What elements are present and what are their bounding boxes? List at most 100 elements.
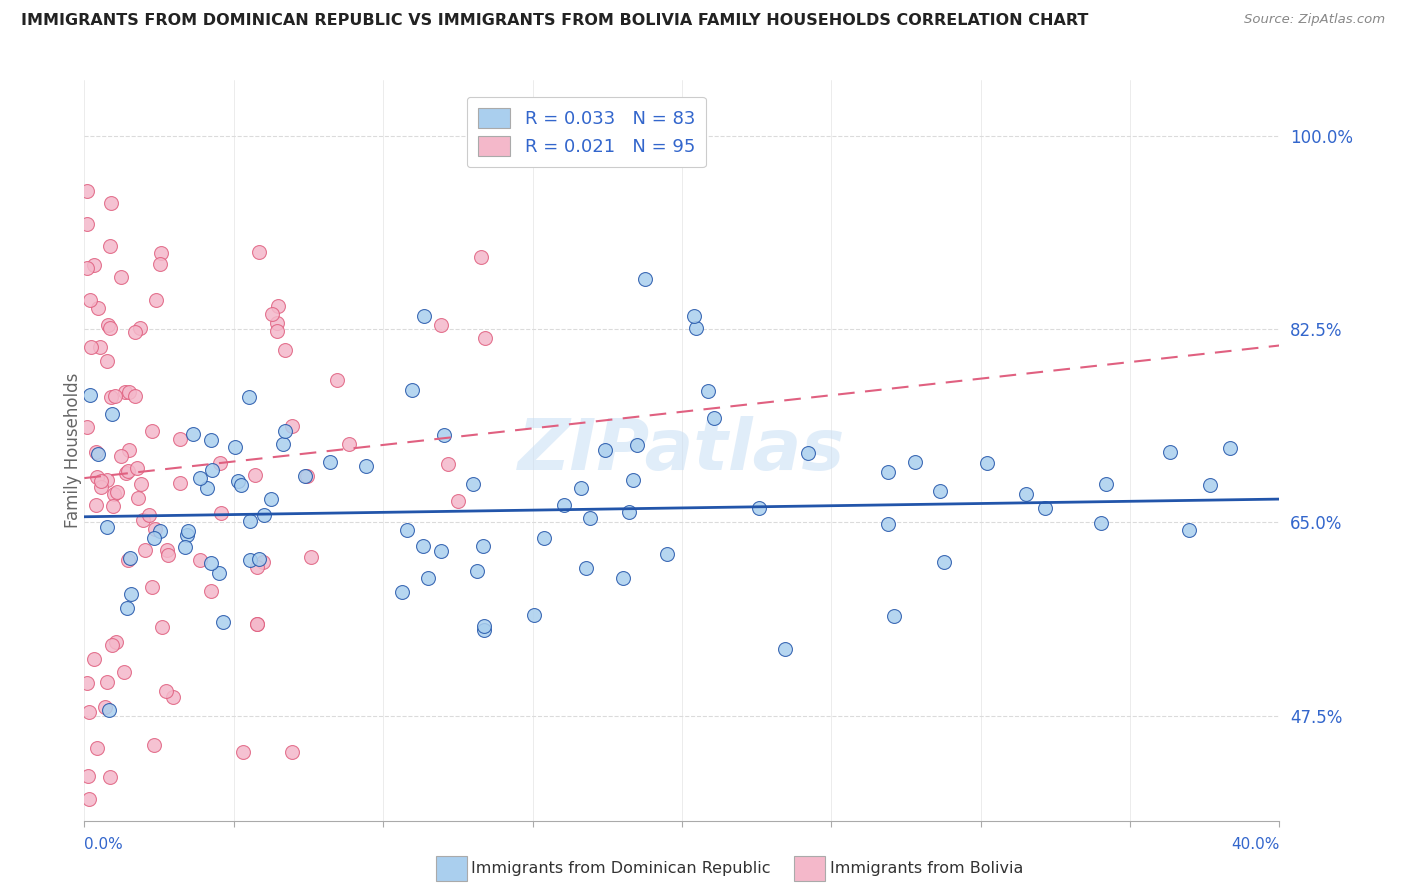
Point [1159,445,1181,459]
Point [391,585,413,599]
Point [239,553,262,567]
Point [83,652,105,666]
Point [461,477,484,491]
Point [149,257,172,271]
Point [90,479,112,493]
Point [200,434,222,448]
Point [84,445,107,459]
Point [98,239,121,253]
Point [201,463,224,477]
Point [87,447,110,461]
Point [76,676,98,690]
Point [94,700,117,714]
Text: ZIPatlas: ZIPatlas [519,416,845,485]
Point [176,528,198,542]
Point [150,246,173,260]
Point [143,738,166,752]
Point [412,539,434,553]
Point [247,552,270,566]
Legend: R = 0.033   N = 83, R = 0.021   N = 95: R = 0.033 N = 83, R = 0.021 N = 95 [467,96,706,168]
Point [612,571,634,585]
Point [621,473,644,487]
Point [101,638,124,652]
Point [932,555,955,569]
Point [271,437,294,451]
Point [117,464,139,478]
Point [294,468,316,483]
Point [173,540,195,554]
Point [127,491,149,506]
Point [533,531,555,545]
Point [578,511,600,525]
Point [118,443,141,458]
Point [430,318,453,332]
Point [876,516,898,531]
Point [430,543,453,558]
Point [129,320,152,334]
Point [86,741,108,756]
Point [209,506,232,520]
Point [249,244,271,259]
Point [77,705,100,719]
Point [124,325,146,339]
Point [883,609,905,624]
Point [232,745,254,759]
Point [76,420,98,434]
Point [1219,441,1241,455]
Point [976,456,998,470]
Point [657,547,679,561]
Point [229,478,252,492]
Point [97,318,120,332]
Point [929,483,952,498]
Point [245,468,267,483]
Point [634,272,657,286]
Point [84,498,107,512]
Point [472,539,495,553]
Point [1033,500,1056,515]
Point [401,383,423,397]
Point [1199,477,1222,491]
Point [181,426,204,441]
Point [266,325,288,339]
Point [112,665,135,679]
Point [1095,476,1118,491]
Point [245,560,267,574]
Point [76,261,98,276]
Point [396,523,419,537]
Point [523,608,546,623]
Point [110,449,132,463]
Point [697,384,720,399]
Point [226,474,249,488]
Point [145,293,167,307]
Point [297,469,319,483]
Text: IMMIGRANTS FROM DOMINICAN REPUBLIC VS IMMIGRANTS FROM BOLIVIA FAMILY HOUSEHOLDS : IMMIGRANTS FROM DOMINICAN REPUBLIC VS IM… [21,13,1088,29]
Point [904,455,927,469]
Point [156,542,179,557]
Point [437,457,460,471]
Point [98,321,121,335]
Point [104,635,127,649]
Point [104,389,127,403]
Point [149,524,172,539]
Point [141,424,163,438]
Point [157,548,180,562]
Point [97,703,120,717]
Point [188,553,211,567]
Point [470,251,492,265]
Point [101,499,124,513]
Point [274,343,297,358]
Point [105,485,128,500]
Point [77,791,100,805]
Point [132,513,155,527]
Point [773,642,796,657]
Point [96,473,118,487]
Point [176,524,198,538]
Point [79,387,101,401]
Point [114,384,136,399]
Point [142,531,165,545]
Point [134,543,156,558]
Point [169,432,191,446]
Point [129,477,152,491]
Point [224,440,246,454]
Point [281,745,304,759]
